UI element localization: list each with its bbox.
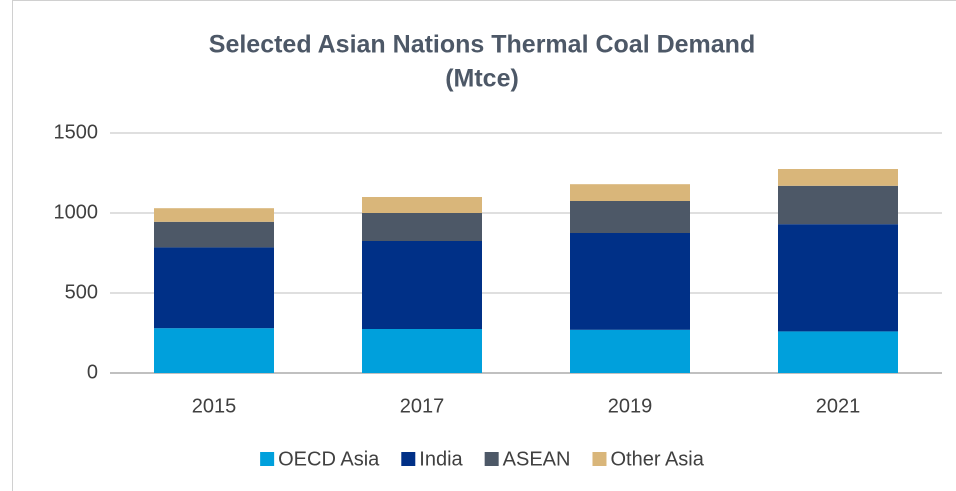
chart-title: (Mtce) [445,65,519,93]
bar-segment [570,329,690,373]
x-tick-label: 2021 [816,395,861,417]
legend-label: ASEAN [503,448,571,470]
bar-segment [570,184,690,201]
legend-swatch [484,452,499,466]
bar-segment [778,185,898,225]
legend-swatch [592,452,607,466]
bar-segment [362,329,482,373]
y-tick-label: 1000 [54,201,99,223]
bar-segment [362,241,482,329]
legend-swatch [260,452,275,466]
bar-segment [778,331,898,373]
y-tick-label: 500 [65,281,98,303]
bar-segment [570,201,690,233]
x-tick-label: 2017 [400,395,445,417]
chart-title: Selected Asian Nations Thermal Coal Dema… [209,31,755,59]
legend-label: OECD Asia [278,448,380,470]
x-tick-label: 2019 [608,395,653,417]
bar-segment [154,221,274,248]
bar-segment [362,213,482,241]
bar-segment [154,247,274,329]
legend-label: India [419,448,463,470]
chart-frame [12,0,956,491]
bar-segment [362,197,482,213]
x-tick-label: 2015 [192,395,237,417]
y-tick-label: 1500 [54,121,99,143]
bar-segment [154,208,274,222]
bar-segment [154,328,274,373]
bar-segment [778,224,898,332]
legend-swatch [401,452,416,466]
bar-segment [570,233,690,330]
legend-label: Other Asia [610,448,704,470]
y-tick-label: 0 [87,361,98,383]
bar-segment [778,169,898,186]
